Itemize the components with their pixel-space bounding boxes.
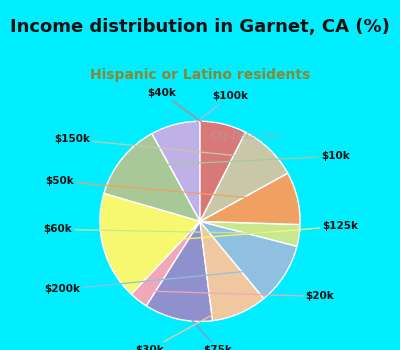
Text: $200k: $200k (44, 268, 274, 294)
Text: $60k: $60k (44, 224, 287, 234)
Wedge shape (100, 194, 200, 294)
Text: $50k: $50k (46, 176, 286, 201)
Wedge shape (200, 132, 288, 222)
Text: $30k: $30k (136, 302, 235, 350)
Text: $20k: $20k (146, 291, 334, 301)
Wedge shape (200, 173, 300, 224)
Wedge shape (152, 121, 200, 222)
Wedge shape (146, 222, 212, 321)
Text: $150k: $150k (54, 134, 261, 158)
Text: $40k: $40k (148, 88, 220, 136)
Wedge shape (132, 222, 200, 306)
Text: Income distribution in Garnet, CA (%): Income distribution in Garnet, CA (%) (10, 18, 390, 36)
Text: $100k: $100k (178, 91, 248, 136)
Wedge shape (200, 121, 246, 222)
Text: City-Data.com: City-Data.com (210, 131, 280, 141)
Text: $10k: $10k (131, 151, 350, 166)
Text: $125k: $125k (115, 222, 358, 245)
Wedge shape (200, 222, 300, 246)
Wedge shape (104, 134, 200, 222)
Wedge shape (200, 222, 297, 299)
Text: $75k: $75k (181, 307, 232, 350)
Text: Hispanic or Latino residents: Hispanic or Latino residents (90, 68, 310, 82)
Wedge shape (200, 222, 264, 321)
